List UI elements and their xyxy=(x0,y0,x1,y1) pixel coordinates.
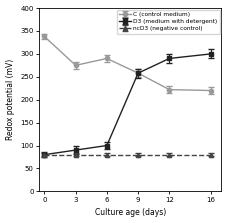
Y-axis label: Redox potential (mV): Redox potential (mV) xyxy=(5,59,15,140)
Legend: C (control medium), D3 (medium with detergent), ncD3 (negative control): C (control medium), D3 (medium with dete… xyxy=(117,10,220,34)
X-axis label: Culture age (days): Culture age (days) xyxy=(95,209,166,217)
